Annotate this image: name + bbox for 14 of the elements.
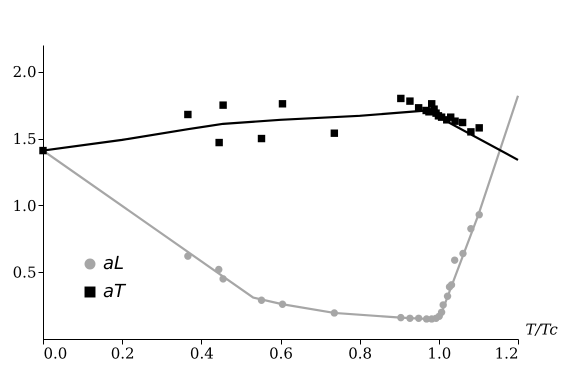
x-tick-label: 1.0 [427, 344, 452, 362]
x-axis-title: T/Tc [526, 320, 558, 338]
x-tick-label: 0.6 [269, 344, 293, 362]
x-tick-label: 1.2 [494, 344, 518, 362]
y-tick-label: 1.0 [12, 196, 36, 215]
x-tick-label: 0.2 [110, 344, 135, 362]
x-tick-label: 0.8 [348, 344, 372, 362]
legend-label: aT [103, 281, 128, 302]
x-tick-label: 0.4 [190, 344, 214, 362]
x-tick-label: 0.0 [44, 344, 68, 362]
y-tick-label: 0.5 [12, 264, 36, 282]
y-tick-label: 2.0 [12, 63, 36, 82]
y-tick-label: 1.5 [12, 130, 36, 148]
legend-label: aL [103, 253, 124, 274]
